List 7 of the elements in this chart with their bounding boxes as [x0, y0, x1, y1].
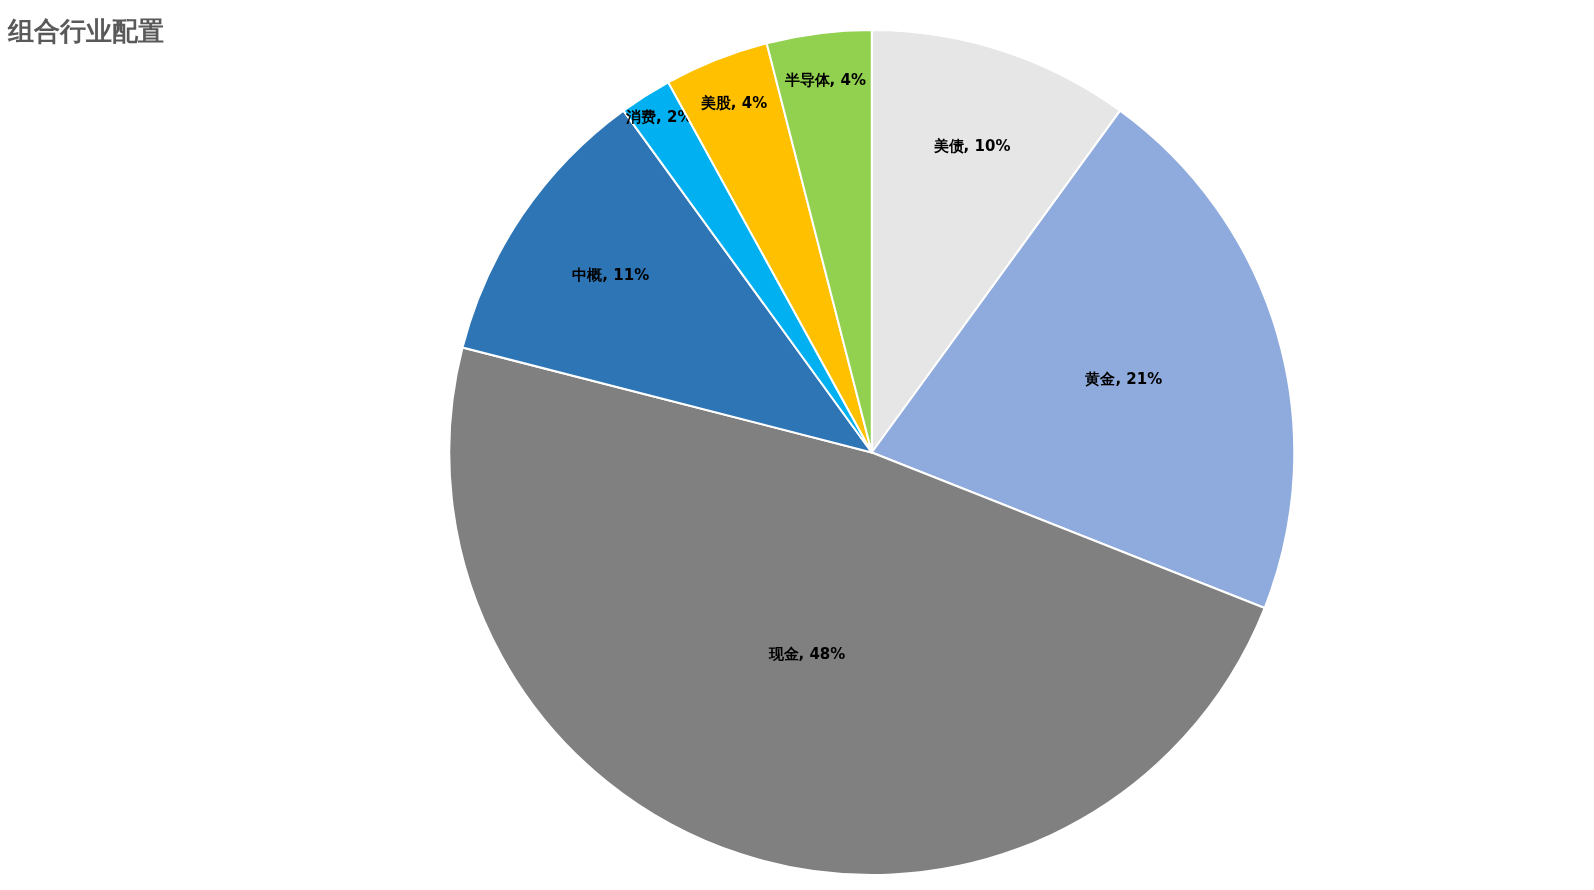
slice-label: 中概, 11%	[572, 266, 650, 285]
slice-label: 美债, 10%	[932, 136, 1011, 155]
slice-label: 美股, 4%	[699, 94, 768, 113]
slice-label: 黄金, 21%	[1084, 370, 1163, 389]
text: 组合行业配置	[6, 16, 164, 47]
slice-label: 现金, 48%	[767, 644, 846, 663]
slice-label: 半导体, 4%	[783, 71, 866, 90]
